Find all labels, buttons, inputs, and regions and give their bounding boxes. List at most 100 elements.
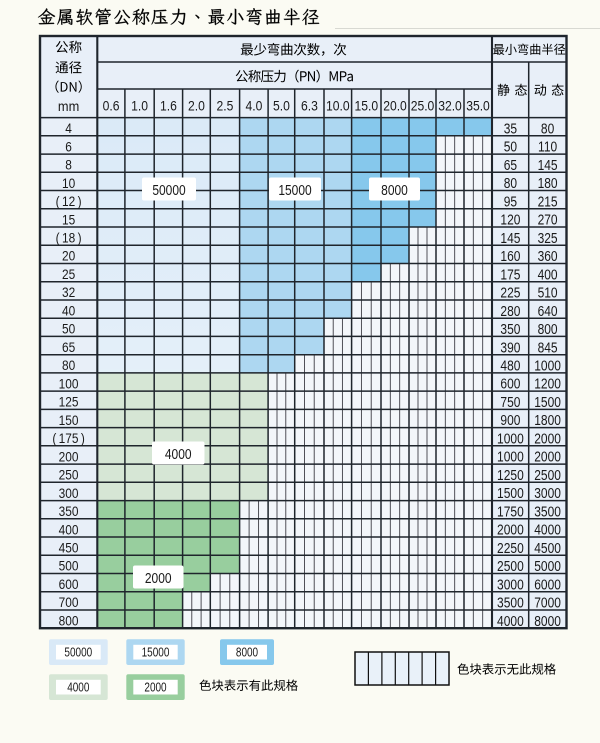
svg-text:1000: 1000 bbox=[497, 448, 524, 465]
svg-text:20.0: 20.0 bbox=[383, 98, 407, 114]
svg-text:390: 390 bbox=[500, 339, 520, 356]
svg-text:4000: 4000 bbox=[67, 682, 89, 695]
svg-text:800: 800 bbox=[538, 321, 558, 338]
svg-text:50000: 50000 bbox=[152, 182, 186, 199]
svg-text:360: 360 bbox=[538, 248, 558, 265]
svg-text:500: 500 bbox=[59, 558, 79, 574]
svg-text:8000: 8000 bbox=[534, 613, 561, 630]
svg-text:1800: 1800 bbox=[534, 412, 561, 429]
svg-text:3000: 3000 bbox=[534, 485, 561, 502]
svg-text:65: 65 bbox=[62, 339, 75, 355]
svg-text:1.0: 1.0 bbox=[131, 98, 148, 114]
svg-text:750: 750 bbox=[500, 394, 520, 411]
svg-text:700: 700 bbox=[59, 594, 79, 610]
svg-text:2000: 2000 bbox=[145, 570, 172, 587]
svg-text:1000: 1000 bbox=[534, 357, 561, 374]
svg-text:4000: 4000 bbox=[165, 446, 192, 463]
svg-text:10.0: 10.0 bbox=[326, 98, 350, 114]
svg-text:3500: 3500 bbox=[497, 594, 524, 611]
svg-text:145: 145 bbox=[500, 230, 520, 247]
svg-text:5.0: 5.0 bbox=[273, 98, 290, 114]
svg-text:15.0: 15.0 bbox=[354, 98, 378, 114]
svg-text:25: 25 bbox=[62, 266, 75, 282]
svg-text:2250: 2250 bbox=[497, 540, 524, 557]
svg-text:1500: 1500 bbox=[534, 394, 561, 411]
svg-text:15000: 15000 bbox=[278, 182, 312, 199]
svg-text:250: 250 bbox=[59, 467, 79, 483]
svg-text:5000: 5000 bbox=[534, 558, 561, 575]
svg-text:845: 845 bbox=[538, 339, 558, 356]
svg-text:280: 280 bbox=[500, 303, 520, 320]
svg-text:120: 120 bbox=[500, 211, 520, 228]
svg-text:600: 600 bbox=[59, 576, 79, 592]
svg-text:80: 80 bbox=[541, 120, 555, 137]
svg-text:150: 150 bbox=[59, 412, 79, 428]
svg-text:1250: 1250 bbox=[497, 467, 524, 484]
svg-text:480: 480 bbox=[500, 357, 520, 374]
svg-text:1000: 1000 bbox=[497, 430, 524, 447]
svg-text:7000: 7000 bbox=[534, 594, 561, 611]
svg-text:200: 200 bbox=[59, 448, 79, 464]
svg-text:3500: 3500 bbox=[534, 503, 561, 520]
svg-text:100: 100 bbox=[59, 375, 79, 391]
svg-text:350: 350 bbox=[500, 321, 520, 338]
svg-text:400: 400 bbox=[59, 521, 79, 537]
svg-text:215: 215 bbox=[538, 193, 558, 210]
svg-text:50: 50 bbox=[504, 138, 518, 155]
svg-text:20: 20 bbox=[62, 248, 75, 264]
svg-text:35: 35 bbox=[504, 120, 517, 137]
svg-text:10: 10 bbox=[62, 175, 75, 191]
svg-text:350: 350 bbox=[59, 503, 79, 519]
svg-text:225: 225 bbox=[500, 284, 520, 301]
svg-text:1750: 1750 bbox=[497, 503, 524, 520]
svg-text:mm: mm bbox=[58, 99, 79, 114]
svg-text:40: 40 bbox=[62, 302, 75, 318]
svg-text:( 18 ): ( 18 ) bbox=[56, 230, 82, 246]
svg-text:35.0: 35.0 bbox=[466, 98, 490, 114]
svg-text:( 12 ): ( 12 ) bbox=[56, 193, 82, 209]
svg-text:125: 125 bbox=[59, 394, 79, 410]
svg-text:95: 95 bbox=[504, 193, 517, 210]
svg-text:325: 325 bbox=[538, 230, 558, 247]
svg-text:8: 8 bbox=[65, 157, 72, 173]
svg-text:32.0: 32.0 bbox=[438, 98, 462, 114]
svg-text:2.0: 2.0 bbox=[188, 98, 205, 114]
svg-text:80: 80 bbox=[504, 175, 518, 192]
svg-text:640: 640 bbox=[538, 303, 558, 320]
svg-text:300: 300 bbox=[59, 485, 79, 501]
svg-text:2000: 2000 bbox=[144, 682, 166, 695]
svg-text:65: 65 bbox=[504, 157, 517, 174]
svg-text:1.6: 1.6 bbox=[160, 98, 177, 114]
svg-text:110: 110 bbox=[538, 138, 558, 155]
svg-text:4.0: 4.0 bbox=[245, 98, 262, 114]
svg-text:15: 15 bbox=[62, 211, 75, 227]
svg-text:270: 270 bbox=[538, 211, 558, 228]
svg-text:32: 32 bbox=[62, 284, 75, 300]
svg-text:2500: 2500 bbox=[534, 467, 561, 484]
svg-text:6: 6 bbox=[65, 138, 72, 154]
svg-text:145: 145 bbox=[538, 157, 558, 174]
svg-text:1200: 1200 bbox=[534, 375, 561, 392]
svg-text:2.5: 2.5 bbox=[216, 98, 233, 114]
svg-text:8000: 8000 bbox=[236, 647, 258, 660]
svg-text:4000: 4000 bbox=[497, 613, 524, 630]
svg-text:180: 180 bbox=[538, 175, 558, 192]
svg-text:4: 4 bbox=[65, 120, 72, 136]
svg-text:3000: 3000 bbox=[497, 576, 524, 593]
svg-text:50: 50 bbox=[62, 321, 75, 337]
svg-text:900: 900 bbox=[500, 412, 520, 429]
svg-text:4000: 4000 bbox=[534, 521, 561, 538]
svg-text:6.3: 6.3 bbox=[301, 98, 318, 114]
svg-text:450: 450 bbox=[59, 540, 79, 556]
svg-text:400: 400 bbox=[538, 266, 558, 283]
svg-text:2000: 2000 bbox=[534, 448, 561, 465]
svg-text:50000: 50000 bbox=[64, 647, 92, 660]
svg-text:( 175 ): ( 175 ) bbox=[52, 430, 85, 446]
svg-text:160: 160 bbox=[500, 248, 520, 265]
svg-text:8000: 8000 bbox=[381, 182, 408, 199]
svg-text:510: 510 bbox=[538, 284, 558, 301]
svg-text:0.6: 0.6 bbox=[103, 98, 120, 114]
svg-text:2500: 2500 bbox=[497, 558, 524, 575]
svg-text:800: 800 bbox=[59, 613, 79, 629]
svg-text:15000: 15000 bbox=[142, 647, 170, 660]
